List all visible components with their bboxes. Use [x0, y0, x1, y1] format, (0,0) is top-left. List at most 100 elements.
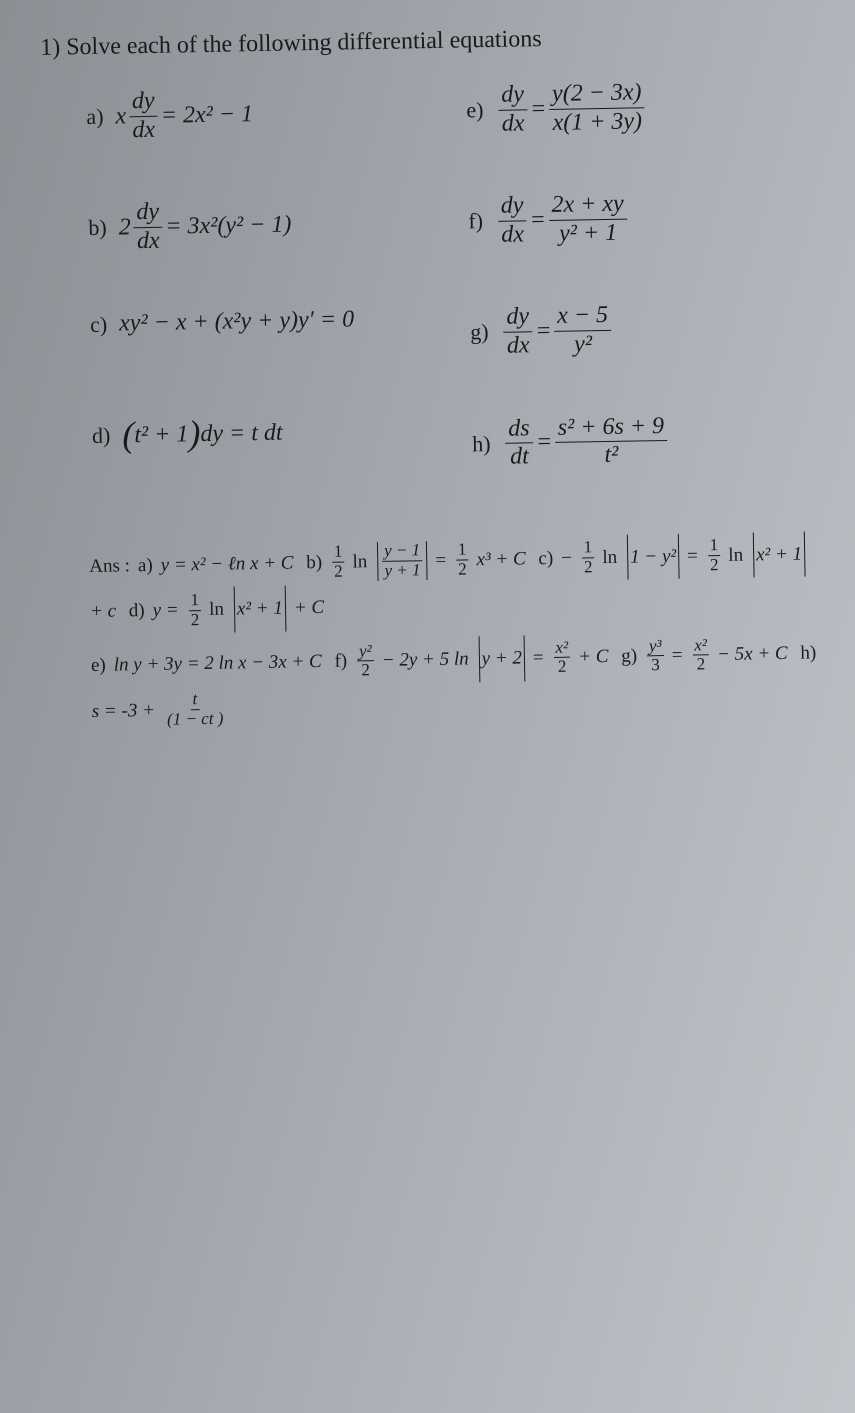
ans-c-f1n: 1 [582, 539, 595, 559]
ans-h-fd: (1 − ct ) [165, 710, 226, 730]
f-eq: = [529, 207, 546, 234]
ans-g-post: − 5x + C [717, 631, 788, 678]
ans-b-eq: = [435, 538, 447, 584]
e-eq: = [530, 96, 547, 123]
ans-g-f2d: 2 [695, 656, 708, 675]
g-lfrac: dy dx [503, 304, 533, 361]
ans-c-abs1: 1 − y² [627, 534, 680, 580]
a-den: dx [129, 116, 158, 144]
b-rhs: = 3x²(y² − 1) [165, 211, 292, 240]
row-1: a) x dy dx = 2x² − 1 e) dy dx = [86, 76, 827, 145]
ans-h-label: h) [800, 630, 817, 676]
page-content: 1) Solve each of the following different… [30, 21, 837, 735]
e-ld: dx [498, 110, 527, 138]
ans-d-f1: 1 2 [188, 591, 201, 630]
g-rn: x − 5 [554, 302, 611, 332]
ans-e-label: e) [91, 643, 107, 689]
problem-e: e) dy dx = y(2 − 3x) x(1 + 3y) [466, 76, 827, 138]
ans-d-f1d: 2 [189, 611, 202, 630]
ans-f-label: f) [334, 639, 347, 685]
ans-f-post: + C [578, 634, 609, 680]
ans-d-f1n: 1 [188, 591, 201, 611]
ans-d-abs: x² + 1 [234, 586, 287, 632]
problem-c: c) xy² − x + (x²y + y)y′ = 0 [90, 305, 470, 339]
ans-b-f2: 1 2 [456, 541, 469, 580]
ans-b-f1d: 2 [332, 563, 345, 582]
f-lfrac: dy dx [497, 193, 527, 250]
ans-c-pre: − [561, 535, 573, 581]
ans-a-label: a) [138, 543, 154, 589]
ans-f-eq: = [533, 635, 545, 681]
ans-c-post: + c [90, 589, 117, 635]
ans-c-ln2: ln [728, 532, 744, 578]
ans-b-label: b) [306, 540, 323, 586]
ans-b-post: x³ + C [476, 536, 526, 582]
problem-d: d) ( t² + 1 ) dy = t dt [92, 416, 472, 450]
row-2: b) 2 dy dx = 3x²(y² − 1) f) dy dx = [88, 187, 829, 256]
ans-f-f1d: 2 [359, 661, 372, 680]
ans-c-label: c) [538, 536, 554, 582]
e-lfrac: dy dx [498, 81, 528, 138]
a-num: dy [129, 88, 158, 117]
ans-f-f1n: y² [357, 642, 374, 662]
ans-d-label: d) [128, 588, 145, 634]
e-rfrac: y(2 − 3x) x(1 + 3y) [549, 79, 645, 137]
ans-g-f1n: y³ [647, 637, 664, 657]
e-rn: y(2 − 3x) [549, 79, 645, 109]
ans-f-f1: y² 2 [357, 642, 374, 681]
b-den: dx [134, 228, 163, 256]
row-3: c) xy² − x + (x²y + y)y′ = 0 g) dy dx = … [90, 298, 831, 367]
h-lfrac: ds dt [505, 415, 533, 472]
ans-a-text: y = x² − ℓn x + C [160, 540, 294, 588]
h-rd: t² [601, 442, 621, 470]
label-b: b) [88, 215, 107, 241]
ans-g-f1: y³ 3 [647, 637, 664, 676]
f-rn: 2x + xy [548, 191, 627, 221]
b-frac: dy dx [133, 199, 163, 256]
ans-b-f1n: 1 [332, 543, 345, 563]
ans-c-ln1: ln [602, 535, 618, 581]
ans-d-pre: y = [152, 588, 179, 634]
label-a: a) [86, 104, 104, 130]
problem-g: g) dy dx = x − 5 y² [470, 298, 831, 360]
label-d: d) [92, 423, 111, 449]
f-rfrac: 2x + xy y² + 1 [548, 191, 627, 249]
ans-b-f2n: 1 [456, 541, 469, 561]
f-rd: y² + 1 [556, 220, 621, 249]
ans-b-f1: 1 2 [332, 543, 345, 582]
ans-d-post: + C [293, 585, 324, 631]
ans-b-an: y − 1 [382, 542, 422, 562]
d-lparen: ( [122, 423, 134, 448]
ans-line-2: e) ln y + 3y = 2 ln x − 3x + C f) y² 2 −… [91, 630, 837, 734]
d-rest: dy = t dt [200, 419, 283, 447]
problems-block: a) x dy dx = 2x² − 1 e) dy dx = [31, 76, 833, 480]
ans-c-eq: = [687, 533, 699, 579]
ans-c-f1d: 2 [582, 558, 595, 577]
ans-b-ln: ln [352, 539, 368, 585]
g-eq: = [535, 318, 552, 345]
ans-d-ln: ln [209, 587, 225, 633]
g-ld: dx [504, 332, 533, 360]
b-pre: 2 [118, 214, 130, 241]
b-num: dy [133, 199, 162, 228]
problem-b: b) 2 dy dx = 3x²(y² − 1) [88, 194, 469, 257]
h-eq: = [536, 429, 553, 456]
f-ld: dx [498, 221, 527, 249]
label-g: g) [470, 320, 489, 346]
ans-h-fn: t [190, 690, 199, 710]
ans-f-mid1: − 2y + 5 ln [381, 636, 469, 683]
ans-prefix: Ans : [89, 543, 130, 589]
label-h: h) [472, 431, 491, 457]
ans-c-abs2: x² + 1 [753, 531, 806, 577]
label-c: c) [90, 312, 108, 338]
ans-line-1: Ans : a) y = x² − ℓn x + C b) 1 2 ln y −… [89, 531, 835, 635]
e-rd: x(1 + 3y) [549, 108, 645, 137]
a-pre: x [115, 103, 126, 130]
ans-b-abs: y − 1 y + 1 [377, 542, 428, 581]
e-ln: dy [498, 81, 527, 110]
label-f: f) [468, 208, 483, 234]
ans-c-f2n: 1 [707, 536, 720, 556]
f-ln: dy [497, 193, 526, 222]
h-ld: dt [507, 443, 532, 471]
a-rhs: = 2x² − 1 [161, 101, 254, 130]
